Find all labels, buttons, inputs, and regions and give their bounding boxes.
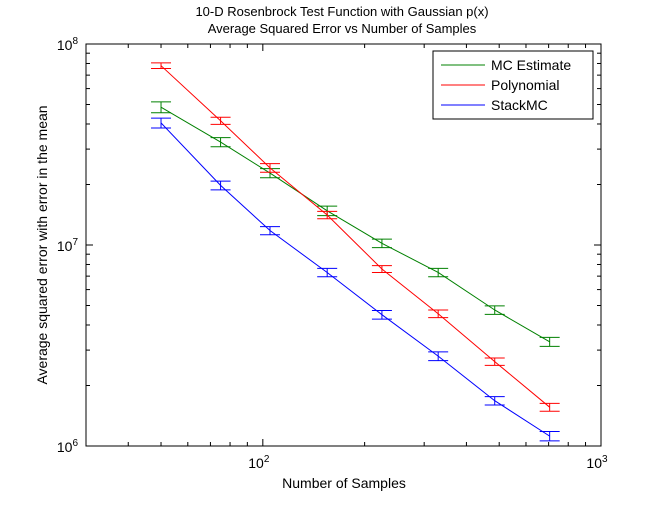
error-bar [151, 101, 172, 114]
y-tick-label: 108 [57, 36, 79, 53]
legend-label: Polynomial [491, 77, 559, 93]
series-polynomial [151, 62, 560, 412]
error-bar [371, 238, 392, 249]
x-tick-label: 103 [586, 454, 608, 471]
error-bar [259, 163, 280, 173]
series-mc-estimate [151, 101, 560, 347]
error-bar [259, 226, 280, 236]
error-bar [484, 305, 505, 315]
series-line [160, 65, 550, 408]
y-axis-label: Average squared error with error in the … [34, 105, 50, 384]
legend: MC Estimate Polynomial StackMC [432, 50, 594, 120]
error-bar [317, 267, 338, 278]
error-bar [317, 210, 338, 220]
error-bar [539, 336, 560, 347]
error-bar [428, 351, 449, 362]
series-line [160, 122, 550, 437]
legend-item: MC Estimate [441, 57, 571, 73]
y-tick-label: 107 [57, 237, 79, 254]
plot-frame [85, 43, 602, 447]
legend-label: StackMC [491, 97, 548, 113]
error-bar [151, 62, 172, 70]
error-bar [210, 116, 231, 125]
chart-subtitle: Average Squared Error vs Number of Sampl… [208, 21, 477, 36]
error-bar [151, 117, 172, 129]
series-layer [151, 62, 560, 442]
legend-item: StackMC [441, 97, 548, 113]
chart-title: 10-D Rosenbrock Test Function with Gauss… [195, 4, 488, 19]
y-tick-label: 106 [57, 438, 79, 455]
error-bar [539, 431, 560, 442]
error-bar [428, 267, 449, 278]
legend-label: MC Estimate [491, 57, 571, 73]
legend-item: Polynomial [441, 77, 559, 93]
series-stackmc [151, 117, 560, 442]
error-bar [484, 396, 505, 406]
x-axis-label: Number of Samples [282, 475, 406, 491]
error-bar [371, 265, 392, 273]
error-bar [484, 357, 505, 366]
error-bar [371, 310, 392, 320]
error-bar [428, 309, 449, 319]
error-bar [210, 180, 231, 191]
error-bar [539, 402, 560, 412]
x-tick-label: 102 [248, 454, 270, 471]
error-bar [210, 137, 231, 148]
